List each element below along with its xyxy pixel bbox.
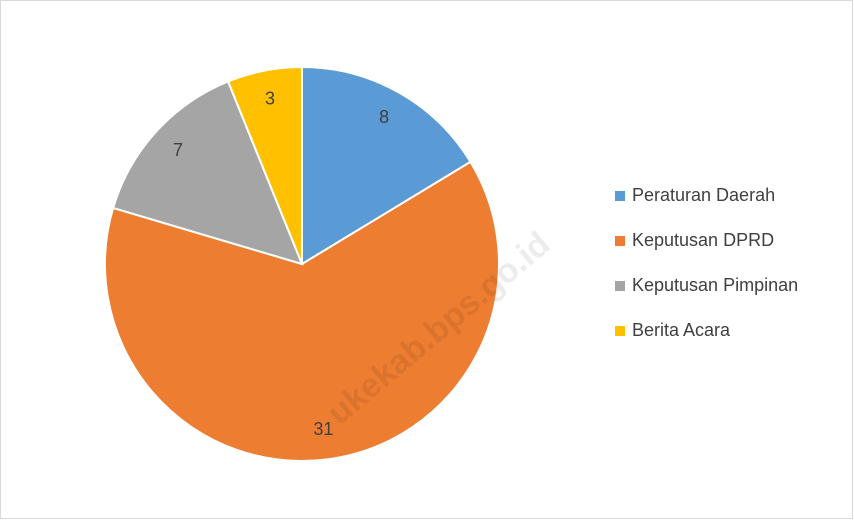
legend-swatch	[615, 236, 625, 246]
data-label: 7	[173, 140, 183, 160]
data-label: 8	[379, 107, 389, 127]
pie-slice	[111, 80, 304, 266]
pie	[104, 65, 500, 462]
data-label: 3	[265, 88, 275, 108]
legend-swatch	[615, 191, 625, 201]
legend-label: Keputusan Pimpinan	[632, 275, 798, 295]
pie-slice	[104, 160, 500, 462]
legend-swatch	[615, 281, 625, 291]
legend-label: Peraturan Daerah	[632, 185, 775, 205]
pie-slice	[226, 65, 303, 265]
legend-label: Berita Acara	[632, 320, 731, 340]
data-label: 31	[313, 419, 333, 439]
legend-label: Keputusan DPRD	[632, 230, 774, 250]
legend-swatch	[615, 326, 625, 336]
pie-slice	[301, 65, 472, 266]
